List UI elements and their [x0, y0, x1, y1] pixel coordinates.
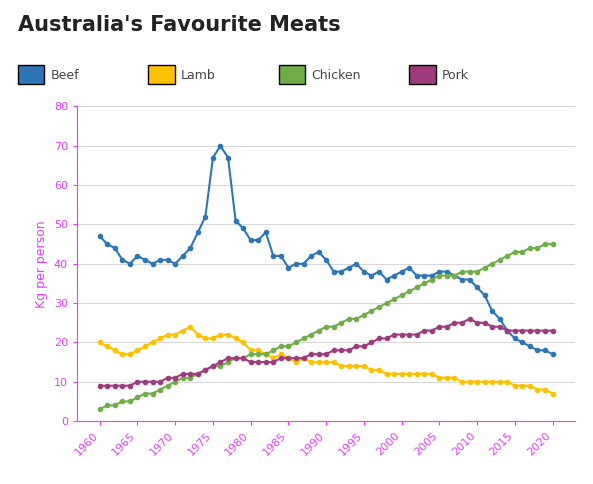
Chicken — [254, 351, 262, 357]
Chicken — [549, 241, 556, 247]
Chicken — [337, 320, 345, 326]
Lamb — [187, 324, 194, 330]
Chicken — [96, 407, 103, 412]
Beef — [549, 351, 556, 357]
Beef — [187, 245, 194, 251]
Lamb — [496, 379, 503, 385]
Beef — [375, 269, 382, 274]
Pork — [187, 371, 194, 377]
Chicken — [489, 261, 496, 267]
Pork — [496, 324, 503, 330]
Lamb — [195, 332, 202, 337]
Line: Lamb: Lamb — [98, 325, 554, 395]
Beef — [262, 229, 269, 235]
Lamb — [345, 363, 352, 369]
Text: Pork: Pork — [442, 69, 469, 81]
Beef — [345, 265, 352, 271]
Line: Chicken: Chicken — [98, 242, 554, 411]
Text: Lamb: Lamb — [181, 69, 216, 81]
Pork — [337, 348, 345, 353]
Pork — [254, 359, 262, 365]
Pork — [466, 316, 473, 322]
Lamb — [375, 367, 382, 373]
Lamb — [96, 340, 103, 346]
Line: Beef: Beef — [98, 144, 554, 356]
Pork — [368, 340, 375, 346]
Lamb — [262, 351, 269, 357]
Y-axis label: Kg per person: Kg per person — [36, 220, 49, 308]
Chicken — [368, 308, 375, 314]
Chicken — [541, 241, 549, 247]
Beef — [217, 143, 224, 149]
Text: Beef: Beef — [50, 69, 79, 81]
Pork — [202, 367, 209, 373]
Lamb — [549, 391, 556, 396]
Lamb — [209, 335, 216, 341]
Pork — [96, 383, 103, 389]
Text: Chicken: Chicken — [311, 69, 361, 81]
Line: Pork: Pork — [98, 317, 554, 388]
Beef — [496, 316, 503, 322]
Chicken — [202, 367, 209, 373]
Chicken — [187, 375, 194, 381]
Beef — [96, 233, 103, 239]
Pork — [549, 328, 556, 333]
Text: Australia's Favourite Meats: Australia's Favourite Meats — [18, 15, 340, 34]
Beef — [202, 213, 209, 219]
